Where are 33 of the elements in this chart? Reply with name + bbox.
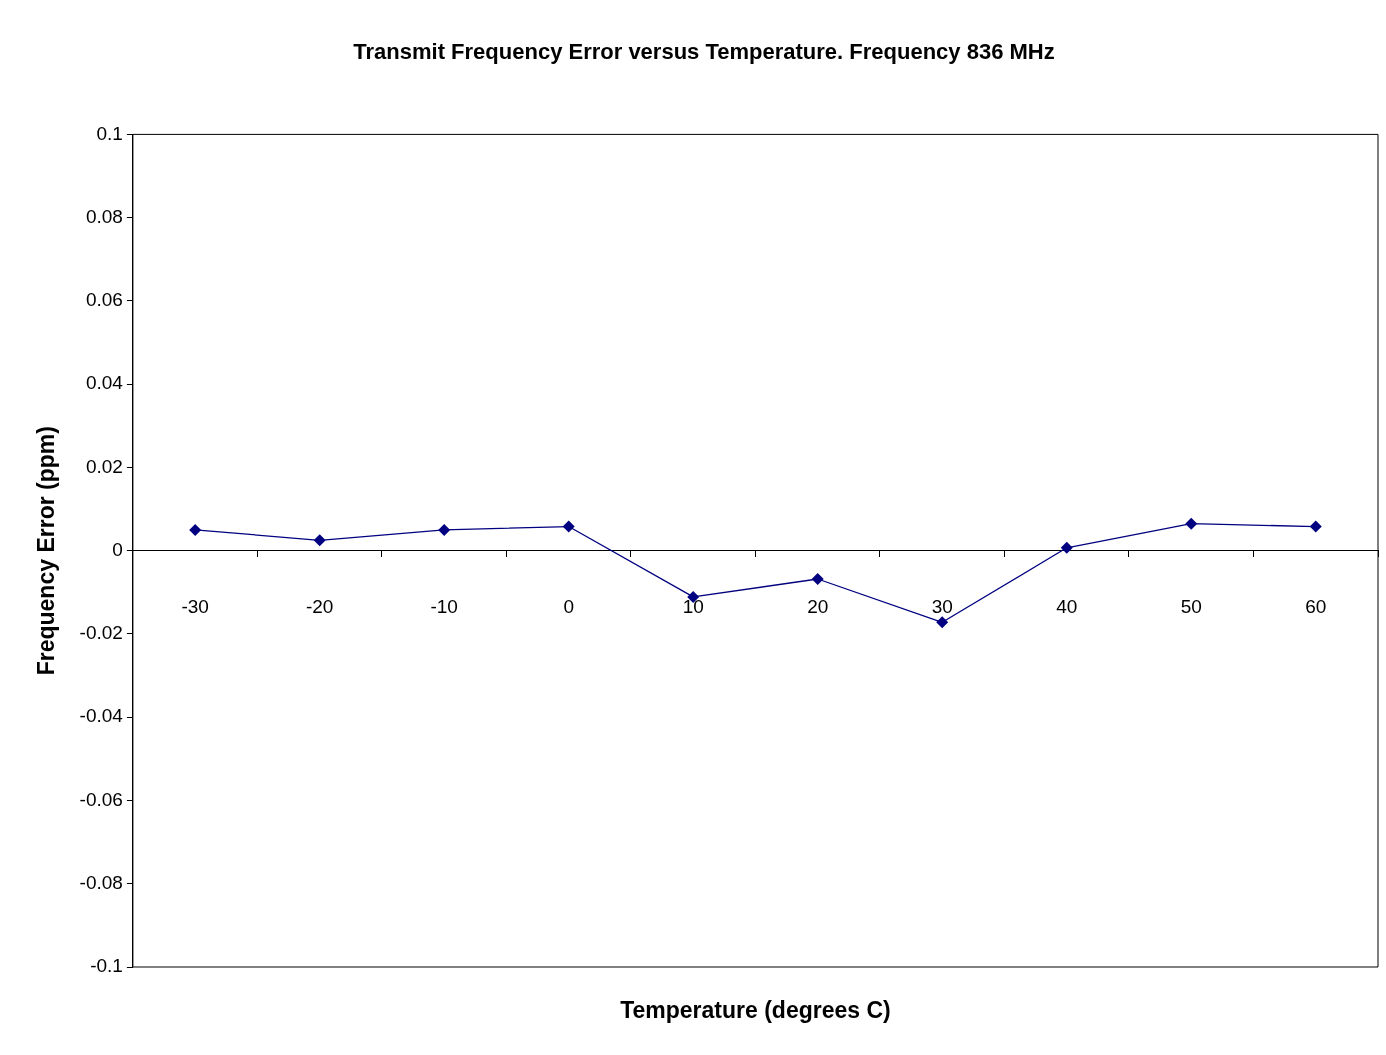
y-tick-label: 0.1: [96, 122, 123, 144]
y-tick-label: -0.06: [79, 788, 123, 810]
x-tick-label: 50: [1180, 596, 1202, 618]
y-tick-label: 0.02: [85, 455, 123, 477]
chart-title: Transmit Frequency Error versus Temperature. Frequency 836 MHz: [353, 39, 1055, 65]
x-tick-label: 20: [807, 596, 829, 618]
y-tick-label: -0.08: [79, 871, 123, 893]
y-tick-label: 0.08: [85, 205, 123, 227]
x-tick-label: 30: [931, 596, 953, 618]
point: [811, 573, 824, 586]
x-tick-label: 0: [563, 596, 574, 618]
x-axis-title: Temperature (degrees C): [620, 997, 891, 1024]
point: [313, 534, 326, 547]
x-tick-label: 10: [682, 596, 704, 618]
x-tick-label: -10: [430, 596, 458, 618]
x-tick-label: -30: [181, 596, 209, 618]
x-tick-label: -20: [305, 596, 334, 618]
y-tick-label: -0.02: [79, 622, 123, 644]
y-tick-label: 0.04: [85, 372, 124, 394]
x-tick-label: 60: [1305, 596, 1327, 618]
y-tick-label: 0: [112, 538, 123, 560]
point: [1060, 541, 1073, 554]
point: [438, 523, 451, 536]
point: [1309, 520, 1322, 533]
y-axis-title: Frequency Error (ppm): [33, 426, 60, 676]
point: [189, 523, 202, 536]
y-tick-label: -0.1: [90, 955, 123, 977]
y-tick-label: 0.06: [85, 289, 123, 311]
point: [936, 616, 949, 629]
point: [1185, 517, 1198, 530]
y-tick-label: -0.04: [79, 705, 124, 727]
x-tick-label: 40: [1056, 596, 1078, 618]
point: [562, 520, 575, 533]
